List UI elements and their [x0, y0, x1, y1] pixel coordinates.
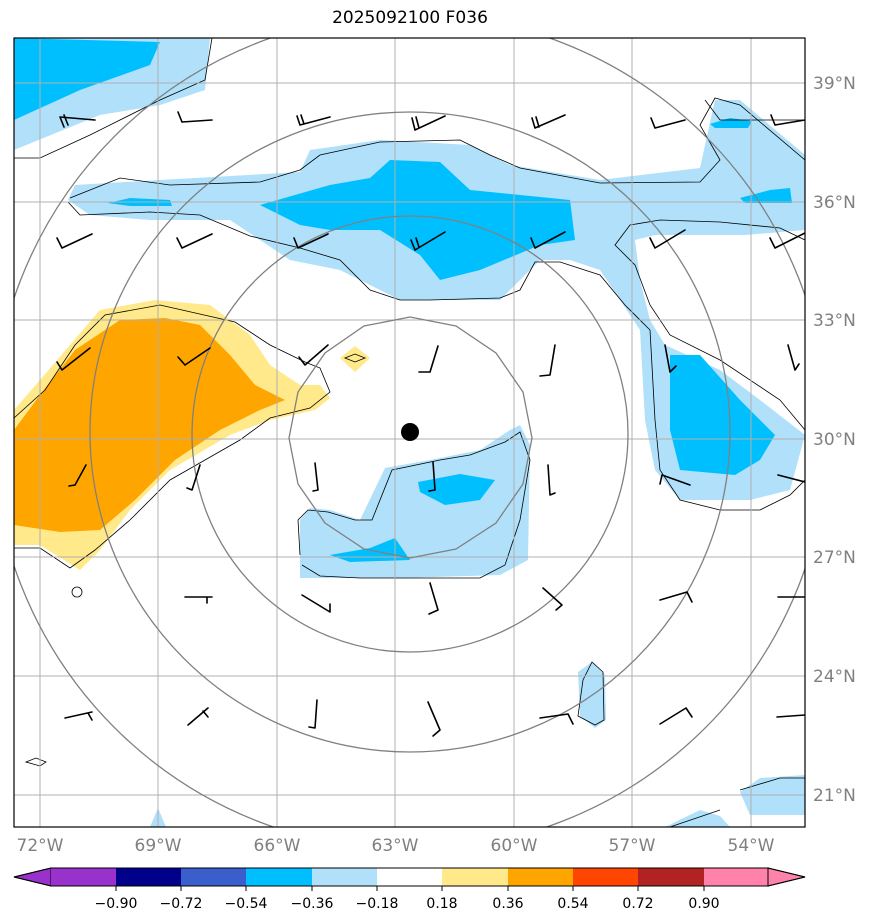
lat-tick-label: 33°N [813, 311, 856, 331]
colorbar-label: −0.18 [356, 896, 399, 912]
colorbar-label: −0.72 [160, 896, 203, 912]
colorbar-segment [246, 868, 312, 886]
colorbar-outline [13, 867, 806, 887]
lat-tick-label: 30°N [813, 430, 856, 450]
lon-tick-label: 63°W [372, 836, 419, 856]
colorbar-label: −0.36 [291, 896, 334, 912]
colorbar-segment [312, 868, 377, 886]
plot-frame [13, 37, 806, 828]
colorbar-segment [638, 868, 704, 886]
lat-tick-label: 39°N [813, 74, 856, 94]
colorbar-label: 0.36 [492, 896, 523, 912]
colorbar-segment [442, 868, 508, 886]
map-title: 2025092100 F036 [332, 8, 488, 28]
colorbar-label: 0.18 [426, 896, 457, 912]
colorbar-segment [116, 868, 181, 886]
colorbar-segment [377, 868, 442, 886]
colorbar-label: 0.54 [557, 896, 588, 912]
map-plot-area [14, 38, 805, 827]
lon-tick-labels: 72°W 69°W 66°W 63°W 60°W 57°W 54°W [17, 836, 775, 856]
colorbar-label: 0.72 [622, 896, 653, 912]
colorbar-segment [51, 868, 116, 886]
colorbar-extend-high [767, 867, 806, 887]
wind-barbs [56, 111, 805, 737]
storm-center-marker [401, 423, 419, 441]
lon-tick-label: 66°W [254, 836, 301, 856]
lat-tick-label: 36°N [813, 193, 856, 213]
lon-tick-label: 69°W [135, 836, 182, 856]
colorbar-segment [181, 868, 246, 886]
lat-tick-label: 24°N [813, 667, 856, 687]
contour-lines [14, 38, 805, 827]
colorbar-extend-low [13, 867, 52, 887]
range-rings [14, 38, 805, 827]
colorbar-segment [573, 868, 638, 886]
lon-tick-label: 57°W [609, 836, 656, 856]
colorbar-label: −0.54 [225, 896, 268, 912]
colorbar-segment [508, 868, 573, 886]
colorbar-segment [704, 868, 768, 886]
positive-anomaly-orange [14, 318, 285, 532]
lat-tick-label: 27°N [813, 548, 856, 568]
lat-tick-labels: 39°N 36°N 33°N 30°N 27°N 24°N 21°N [813, 74, 856, 806]
lon-tick-label: 72°W [17, 836, 64, 856]
lon-tick-label: 54°W [728, 836, 775, 856]
colorbar: −0.90 −0.72 −0.54 −0.36 −0.18 0.18 0.36 … [13, 867, 806, 912]
lat-tick-label: 21°N [813, 786, 856, 806]
graticule [14, 38, 805, 827]
colorbar-label: −0.90 [95, 896, 138, 912]
lon-tick-label: 60°W [491, 836, 538, 856]
colorbar-label: 0.90 [688, 896, 719, 912]
